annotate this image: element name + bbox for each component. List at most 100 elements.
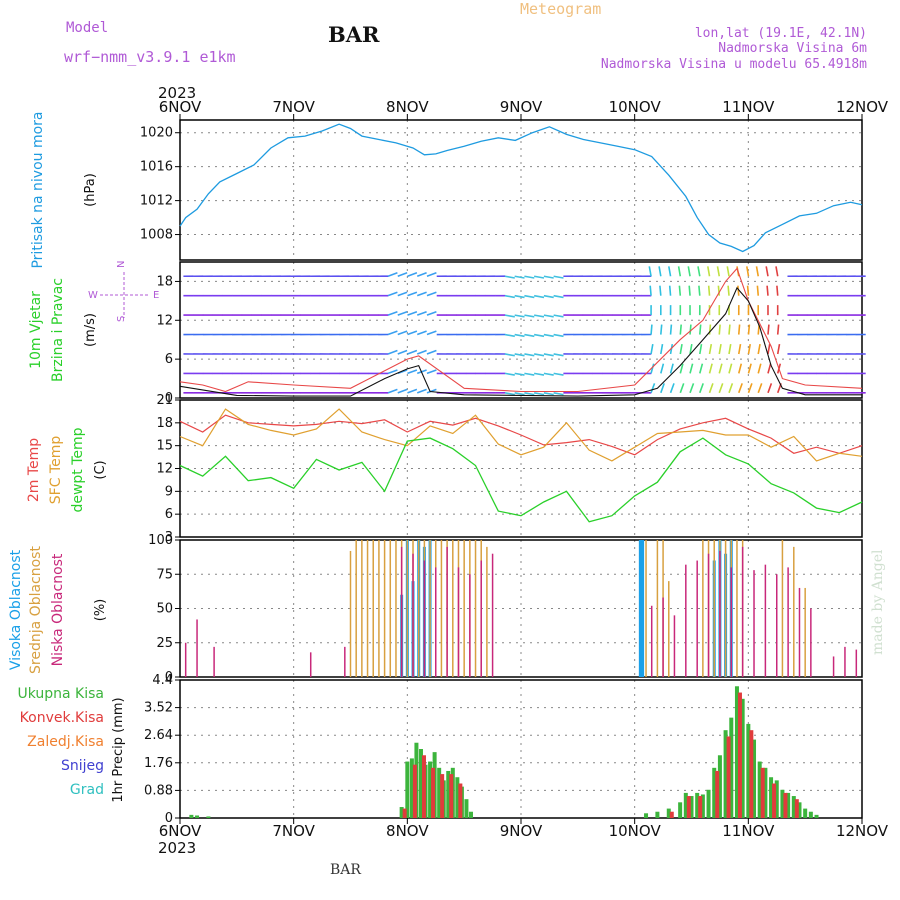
wind-barb [658, 266, 662, 277]
wind-barb [679, 363, 684, 374]
wind-barb [650, 324, 653, 335]
temperature-panel: 3 6 9 12 15 18 21 [156, 393, 863, 545]
x-tick-label-top: 7NOV [272, 98, 315, 116]
y-tick-label: 0 [165, 391, 173, 406]
wind-barb [514, 333, 525, 338]
wind-barb [728, 383, 734, 394]
wind-barb [524, 353, 535, 357]
wind-barb [650, 383, 656, 394]
wind-barb [387, 310, 398, 316]
precip-bar [195, 815, 200, 818]
precip-bar [418, 749, 423, 818]
y-tick-label: 18 [156, 274, 173, 289]
precip-bar [402, 808, 407, 818]
y-tick-label: 1020 [140, 126, 173, 141]
precip-bar [780, 789, 785, 818]
wind-barb [650, 363, 655, 374]
wind-frame [179, 261, 863, 399]
wind-barb [543, 372, 554, 376]
wind-barb [679, 383, 685, 394]
x-tick-label-top: 6NOV [159, 98, 202, 116]
wind-barb [397, 310, 408, 316]
wind-barb [718, 363, 723, 374]
wind-barb [416, 330, 427, 336]
wind-barb [524, 314, 535, 318]
wind-barb [747, 383, 753, 394]
precip-bar [683, 792, 688, 818]
y-tick-label: 1008 [140, 228, 173, 243]
lonlat-label: lon,lat (19.1E, 42.1N) [694, 26, 867, 41]
precip-bar [749, 730, 754, 818]
precip-bar [791, 796, 796, 818]
precip-legend-1: Konvek.Kisa [20, 710, 104, 726]
wind-barb [776, 343, 781, 355]
x-tick-label-top: 8NOV [386, 98, 429, 116]
y-tick-label: 4.4 [152, 673, 173, 688]
wind-series-line [179, 267, 863, 393]
precip-bar [757, 761, 762, 818]
wind-barb [765, 266, 769, 277]
precip-bar [189, 814, 194, 818]
x-tick-label-bottom: 8NOV [386, 822, 429, 840]
compass-e: E [153, 290, 159, 301]
precip-bar [746, 723, 751, 818]
y-tick-label: 18 [156, 416, 173, 431]
x-tick-label-bottom: 11NOV [722, 822, 775, 840]
station-title: BAR [328, 22, 380, 47]
wind-barb [387, 369, 398, 375]
wind-barb [416, 291, 427, 297]
y-tick-label: 9 [165, 484, 173, 499]
y-tick-label: 12 [156, 462, 173, 477]
wind-barb [776, 285, 779, 296]
precip-bar [717, 755, 722, 818]
y-tick-label: 21 [156, 393, 173, 408]
y-tick-label: 0.88 [144, 783, 173, 798]
wind-barb [708, 383, 714, 394]
wind-barb [649, 285, 652, 296]
wind-barb [737, 343, 742, 355]
wind-barb [407, 272, 418, 277]
wind-barb [514, 275, 525, 279]
wind-barb [534, 372, 545, 376]
precip-series-1 [402, 692, 799, 818]
cloud-ylabel-mid: Srednja Oblacnost [28, 546, 44, 674]
precip-bar [760, 767, 765, 818]
model-name: wrf−nmm_v3.9.1 e1km [64, 48, 236, 66]
y-tick-label: 12 [156, 313, 173, 328]
wind-barb [679, 324, 682, 335]
precip-bar [769, 777, 774, 818]
wind-barb [543, 275, 554, 279]
precip-bar [740, 698, 745, 818]
wind-barb [668, 285, 672, 296]
wind-barb [689, 343, 693, 355]
temperature-frame [179, 399, 863, 538]
wind-barb [407, 330, 418, 336]
wind-barb [775, 266, 779, 277]
wind-barb [504, 353, 515, 357]
precip-bar [752, 739, 757, 818]
y-tick-label: 1016 [140, 160, 173, 175]
x-tick-label-bottom: 7NOV [272, 822, 315, 840]
precip-bar [706, 789, 711, 818]
wind-barb [553, 353, 564, 357]
wind-barb [767, 383, 773, 394]
precip-bar [794, 799, 799, 818]
wind-barb [660, 324, 663, 335]
wind-barb [426, 291, 437, 297]
wind-barb [553, 294, 564, 299]
y-tick-label: 1012 [140, 194, 173, 209]
precip-bar [399, 807, 404, 818]
precip-bar [412, 764, 417, 818]
wind-barb [717, 285, 721, 296]
x-tick-label-bottom: 6NOV [159, 822, 202, 840]
precip-bar [678, 802, 683, 818]
wind-barb [679, 343, 683, 355]
x-tick-label-top: 12NOV [836, 98, 889, 116]
cloud-panel: 0 25 50 75 100 [148, 533, 863, 685]
wind-barb [699, 363, 704, 374]
precip-bar [468, 811, 473, 818]
wind-barb [708, 324, 712, 335]
year-label-bottom: 2023 [158, 839, 196, 857]
cloud-series-2 [184, 546, 858, 677]
